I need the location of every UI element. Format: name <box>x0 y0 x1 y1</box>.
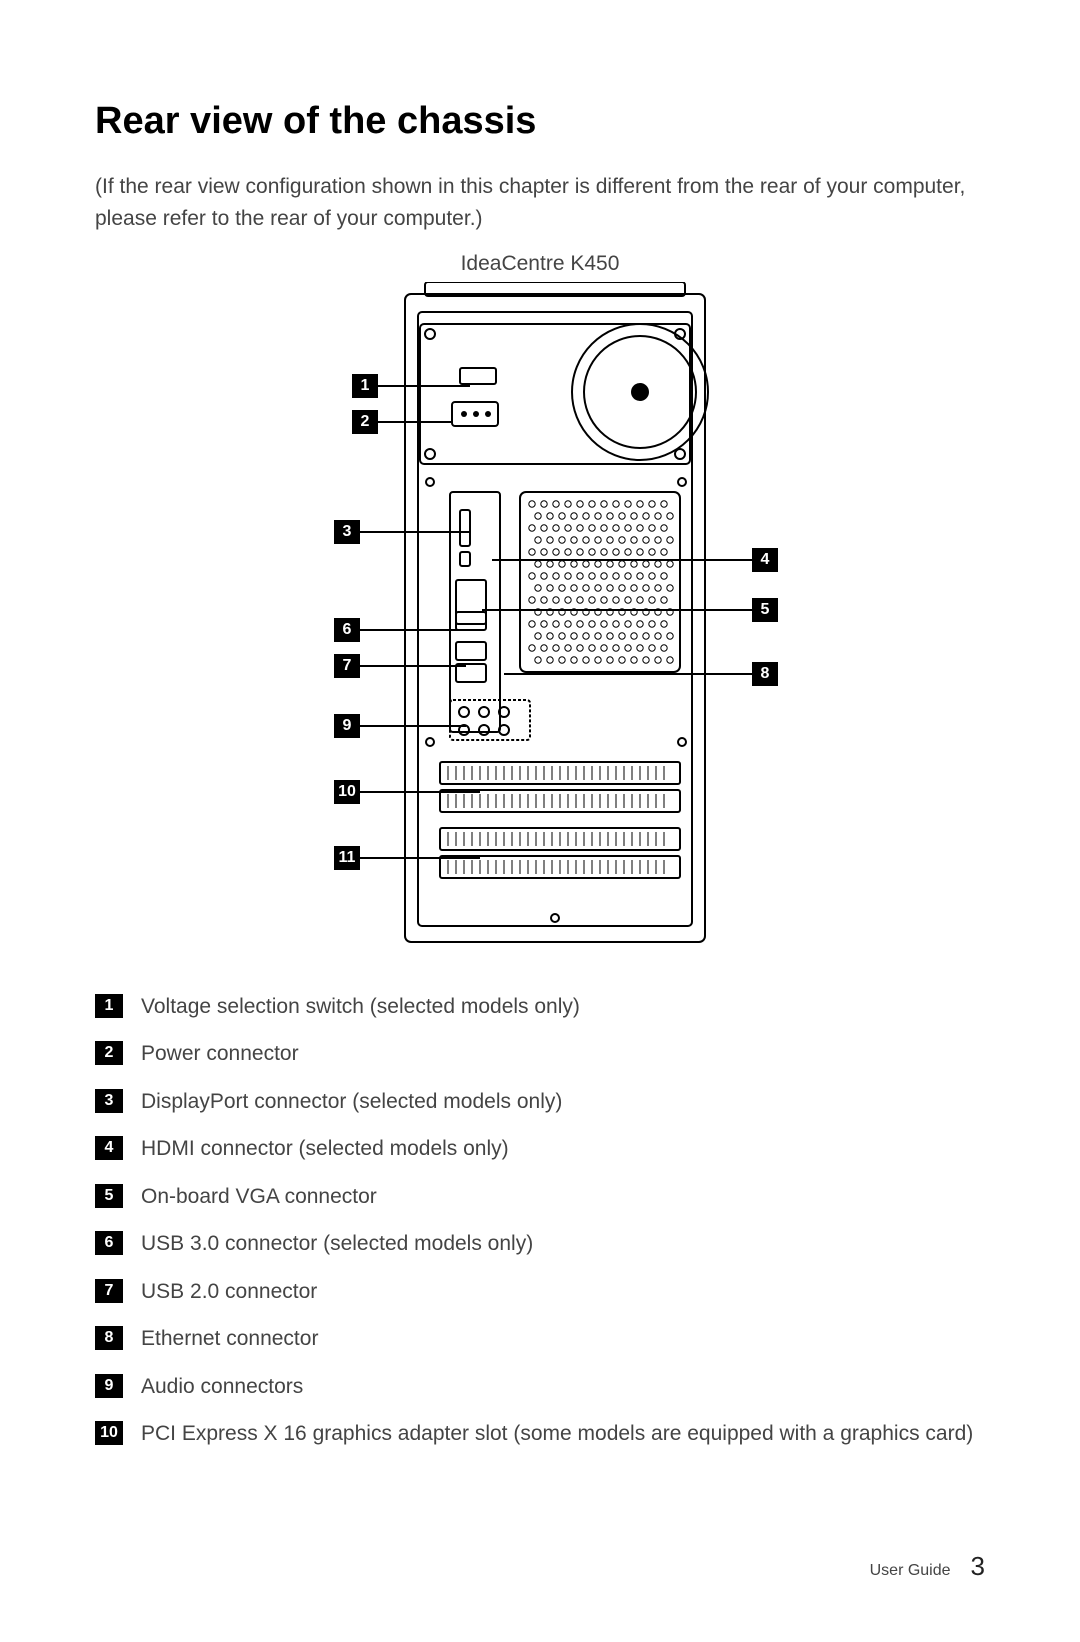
legend-text: On-board VGA connector <box>141 1182 377 1212</box>
page-title: Rear view of the chassis <box>95 100 985 143</box>
legend-num: 3 <box>95 1089 123 1113</box>
callout-4: 4 <box>492 548 778 572</box>
legend-row-6: 6 USB 3.0 connector (selected models only… <box>95 1229 985 1259</box>
callout-8: 8 <box>504 662 778 686</box>
legend-row-8: 8 Ethernet connector <box>95 1324 985 1354</box>
callout-box: 1 <box>352 374 378 398</box>
legend-text: USB 2.0 connector <box>141 1277 317 1307</box>
callout-7: 7 <box>334 654 466 678</box>
callout-2: 2 <box>352 410 452 434</box>
legend-row-10: 10 PCI Express X 16 graphics adapter slot… <box>95 1419 985 1449</box>
legend-num: 9 <box>95 1374 123 1398</box>
legend-num: 5 <box>95 1184 123 1208</box>
footer-label: User Guide <box>870 1562 951 1580</box>
callout-box: 7 <box>334 654 360 678</box>
chassis-diagram: 1 2 3 4 5 6 7 8 9 10 11 <box>270 282 810 962</box>
callout-line <box>360 665 466 667</box>
callout-box: 9 <box>334 714 360 738</box>
callout-box: 5 <box>752 598 778 622</box>
callout-11: 11 <box>334 846 480 870</box>
callout-line <box>360 791 480 793</box>
diagram-caption: IdeaCentre K450 <box>95 252 985 276</box>
legend-num: 2 <box>95 1041 123 1065</box>
callout-line <box>360 531 470 533</box>
legend-row-7: 7 USB 2.0 connector <box>95 1277 985 1307</box>
legend-num: 8 <box>95 1326 123 1350</box>
legend-num: 4 <box>95 1136 123 1160</box>
diagram-container: 1 2 3 4 5 6 7 8 9 10 11 <box>95 282 985 962</box>
legend-text: PCI Express X 16 graphics adapter slot (… <box>141 1419 973 1449</box>
callout-line <box>360 725 466 727</box>
legend-row-1: 1 Voltage selection switch (selected mode… <box>95 992 985 1022</box>
callout-6: 6 <box>334 618 466 642</box>
footer-page-number: 3 <box>971 1551 985 1582</box>
callout-line <box>378 421 452 423</box>
callout-5: 5 <box>482 598 778 622</box>
callout-line <box>492 559 752 561</box>
callout-box: 4 <box>752 548 778 572</box>
legend-num: 10 <box>95 1421 123 1445</box>
callout-line <box>378 385 470 387</box>
legend-row-9: 9 Audio connectors <box>95 1372 985 1402</box>
callout-box: 8 <box>752 662 778 686</box>
legend-text: Power connector <box>141 1039 299 1069</box>
legend-text: Audio connectors <box>141 1372 303 1402</box>
callout-line <box>482 609 752 611</box>
callout-line <box>360 857 480 859</box>
legend-text: USB 3.0 connector (selected models only) <box>141 1229 533 1259</box>
callout-box: 3 <box>334 520 360 544</box>
legend-text: Ethernet connector <box>141 1324 318 1354</box>
legend-num: 1 <box>95 994 123 1018</box>
legend-row-2: 2 Power connector <box>95 1039 985 1069</box>
callout-3: 3 <box>334 520 470 544</box>
legend-num: 6 <box>95 1231 123 1255</box>
legend-num: 7 <box>95 1279 123 1303</box>
page-footer: User Guide 3 <box>870 1551 985 1582</box>
legend-row-5: 5 On-board VGA connector <box>95 1182 985 1212</box>
legend-row-4: 4 HDMI connector (selected models only) <box>95 1134 985 1164</box>
callout-line <box>360 629 466 631</box>
callout-9: 9 <box>334 714 466 738</box>
intro-text: (If the rear view configuration shown in… <box>95 171 985 234</box>
callout-box: 11 <box>334 846 360 870</box>
callout-1: 1 <box>352 374 470 398</box>
legend-text: Voltage selection switch (selected model… <box>141 992 580 1022</box>
callout-box: 10 <box>334 780 360 804</box>
legend-text: HDMI connector (selected models only) <box>141 1134 509 1164</box>
callout-box: 2 <box>352 410 378 434</box>
legend-row-3: 3 DisplayPort connector (selected models … <box>95 1087 985 1117</box>
callout-line <box>504 673 752 675</box>
legend-list: 1 Voltage selection switch (selected mode… <box>95 992 985 1449</box>
callout-box: 6 <box>334 618 360 642</box>
legend-text: DisplayPort connector (selected models o… <box>141 1087 562 1117</box>
callout-10: 10 <box>334 780 480 804</box>
